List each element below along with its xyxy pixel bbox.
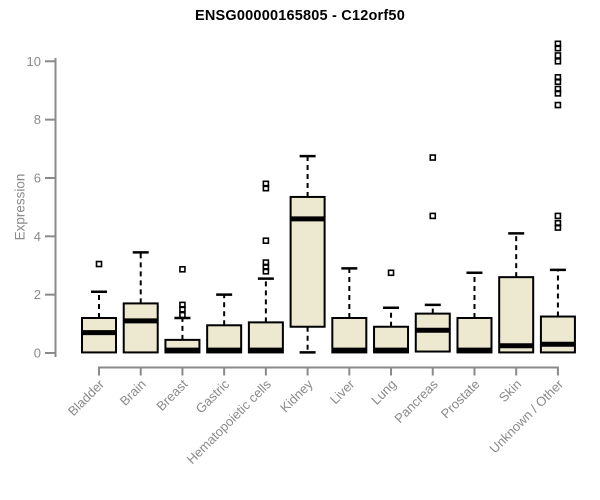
outlier-point (554, 44, 562, 52)
x-tick-label: Breast (153, 376, 190, 413)
outlier-point (95, 260, 103, 268)
x-tick-label: Gastric (193, 376, 233, 416)
box-group (456, 271, 493, 354)
x-tick-label: Liver (327, 376, 358, 407)
iqr-box (456, 316, 493, 354)
iqr-box (81, 316, 117, 354)
outlier-point (179, 311, 186, 319)
outlier-point (262, 184, 270, 192)
box-group (247, 180, 284, 354)
y-tick-label: 10 (27, 54, 41, 69)
y-tick-label: 4 (34, 229, 41, 244)
outlier-point (262, 268, 270, 275)
box-group (539, 40, 576, 354)
iqr-box (498, 276, 535, 354)
x-tick-label: Brain (117, 377, 149, 409)
outlier-point (262, 237, 270, 244)
outlier-point (179, 305, 186, 313)
x-tick-label: Skin (496, 377, 524, 405)
x-tick-label: Prostate (438, 377, 483, 422)
y-tick-label: 6 (34, 170, 41, 185)
y-tick-label: 2 (34, 287, 41, 302)
box-group (122, 251, 159, 354)
outlier-point (554, 57, 562, 65)
outlier-point (554, 224, 562, 231)
box-group (331, 267, 368, 354)
chart-title: ENSG00000165805 - C12orf50 (195, 8, 405, 24)
outlier-point (387, 269, 395, 277)
iqr-box (247, 321, 284, 354)
iqr-box (122, 302, 159, 354)
x-tick-label: Kidney (277, 376, 316, 415)
box-group (81, 260, 117, 354)
outlier-point (554, 78, 562, 86)
box-group (289, 154, 326, 354)
box-group (164, 265, 201, 354)
outlier-point (554, 101, 562, 109)
box-group (414, 154, 451, 353)
y-tick-label: 0 (34, 346, 41, 361)
outlier-point (429, 212, 437, 220)
iqr-box (331, 316, 368, 354)
x-tick-label: Lung (368, 377, 399, 408)
iqr-box (539, 315, 576, 354)
x-tick-label: Bladder (65, 376, 108, 419)
x-tick-label: Unknown / Other (486, 376, 566, 456)
box-group (373, 269, 410, 354)
box-group (206, 293, 243, 354)
outlier-point (429, 154, 437, 161)
box-group (498, 232, 535, 354)
outlier-point (554, 52, 562, 59)
outlier-point (554, 90, 562, 97)
x-tick-label: Pancreas (391, 376, 441, 426)
outlier-point (554, 212, 562, 220)
outlier-point (179, 265, 186, 273)
y-tick-label: 8 (34, 112, 41, 127)
